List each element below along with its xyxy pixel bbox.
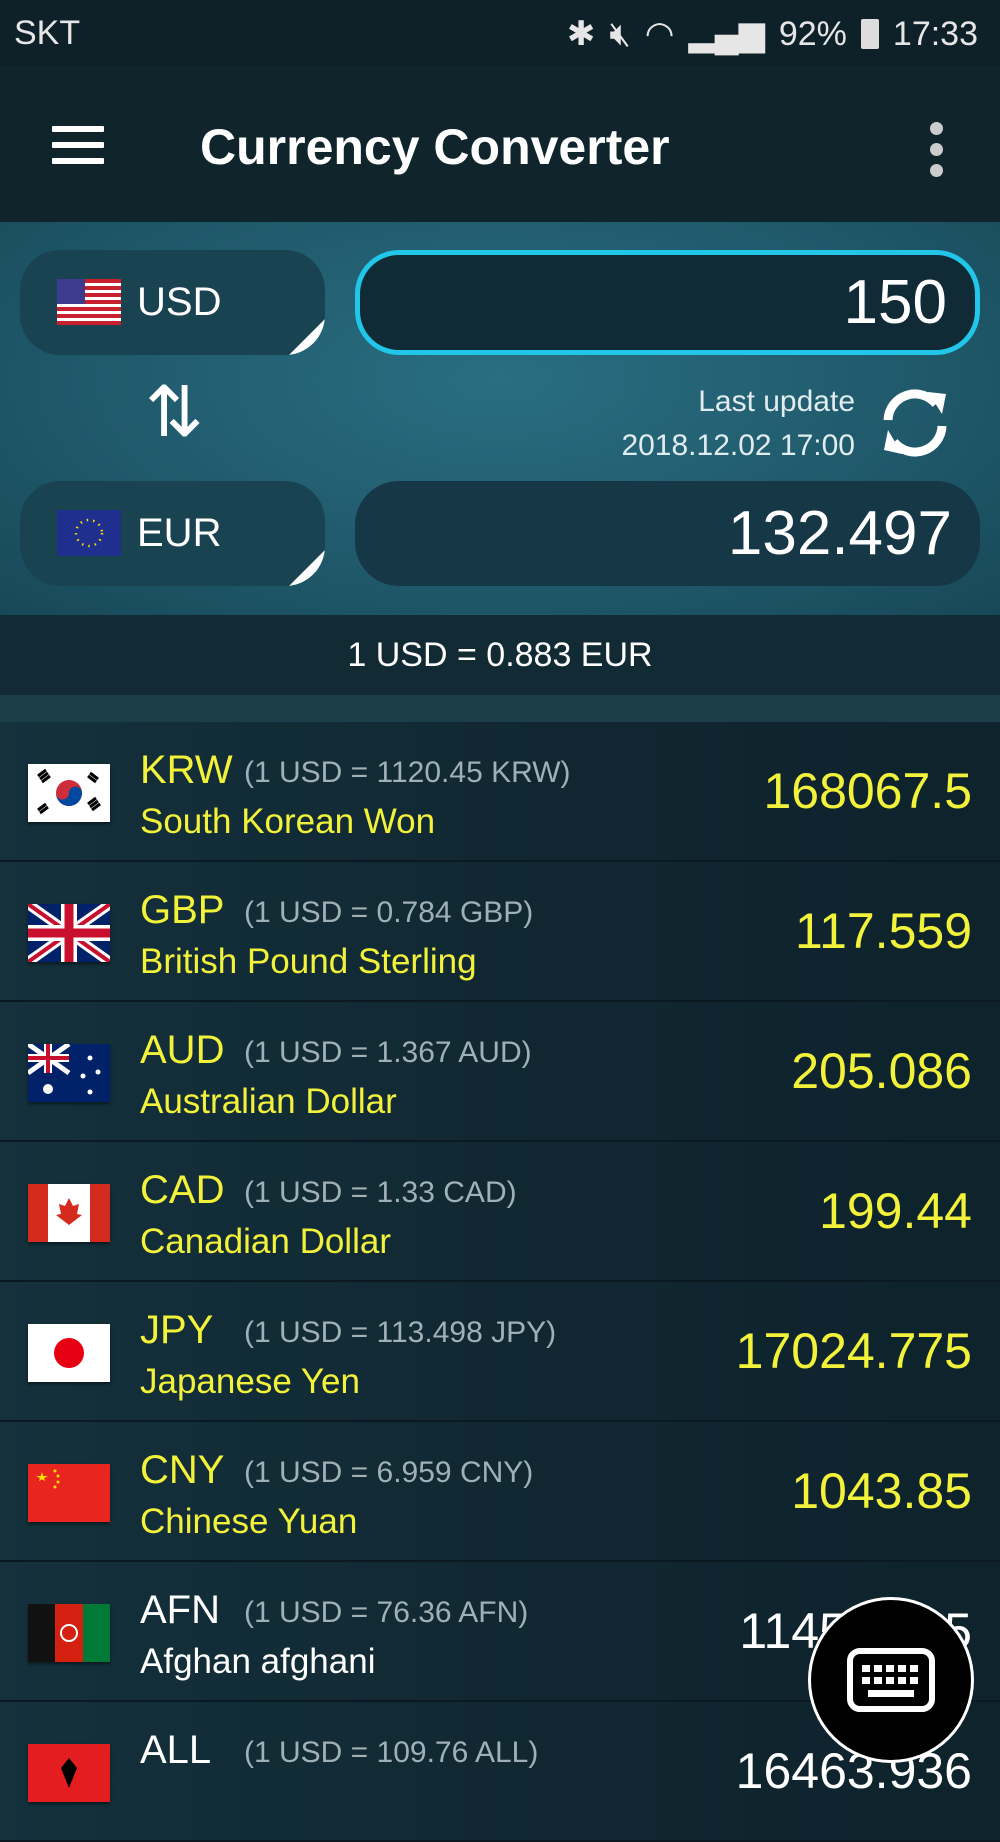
mute-icon: 🔇︎ — [609, 14, 631, 53]
currency-row-aud[interactable]: AUD (1 USD = 1.367 AUD) Australian Dolla… — [0, 1002, 1000, 1142]
eu-flag-icon — [57, 510, 121, 556]
currency-name: South Korean Won — [140, 802, 436, 841]
from-amount-input[interactable]: 150 — [355, 250, 980, 355]
battery-percent: 92% — [778, 14, 847, 53]
refresh-icon[interactable] — [880, 382, 950, 462]
currency-name: British Pound Sterling — [140, 942, 477, 981]
converted-value: 1043.85 — [791, 1463, 972, 1519]
keyboard-icon — [847, 1648, 935, 1712]
currency-rate: (1 USD = 109.76 ALL) — [244, 1736, 539, 1769]
au-flag-icon — [28, 1044, 110, 1102]
currency-rate: (1 USD = 113.498 JPY) — [244, 1316, 557, 1349]
signal-icon: ▂▄▆ — [688, 15, 765, 53]
page-title: Currency Converter — [200, 119, 670, 175]
dropdown-corner-icon — [289, 319, 325, 355]
us-flag-icon — [57, 279, 121, 325]
ca-flag-icon — [28, 1184, 110, 1242]
currency-rate: (1 USD = 1120.45 KRW) — [244, 756, 571, 789]
kr-flag-icon — [28, 764, 110, 822]
bluetooth-icon: ✱ — [566, 15, 596, 53]
to-currency-code: EUR — [137, 511, 222, 555]
currency-rate: (1 USD = 1.367 AUD) — [244, 1036, 532, 1069]
currency-code: JPY — [140, 1308, 214, 1352]
currency-row-cny[interactable]: CNY (1 USD = 6.959 CNY) Chinese Yuan 104… — [0, 1422, 1000, 1562]
more-options-icon[interactable] — [930, 122, 944, 177]
currency-row-cad[interactable]: CAD (1 USD = 1.33 CAD) Canadian Dollar 1… — [0, 1142, 1000, 1282]
swap-icon[interactable]: ⇅ — [145, 373, 204, 451]
to-currency-selector[interactable]: EUR — [20, 481, 325, 586]
currency-name: Japanese Yen — [140, 1362, 360, 1401]
last-update-time: 2018.12.02 17:00 — [621, 429, 855, 462]
converted-value: 168067.5 — [763, 763, 972, 819]
gb-flag-icon — [28, 904, 110, 962]
currency-code: CNY — [140, 1448, 225, 1492]
divider — [0, 695, 1000, 722]
currency-code: ALL — [140, 1728, 212, 1772]
currency-name: Canadian Dollar — [140, 1222, 391, 1261]
currency-rate: (1 USD = 6.959 CNY) — [244, 1456, 534, 1489]
currency-code: AFN — [140, 1588, 220, 1632]
currency-code: CAD — [140, 1168, 225, 1212]
converted-value: 117.559 — [794, 903, 972, 959]
af-flag-icon — [28, 1604, 110, 1662]
battery-icon — [860, 19, 879, 49]
keyboard-button[interactable] — [808, 1597, 974, 1763]
currency-rate: (1 USD = 76.36 AFN) — [244, 1596, 529, 1629]
from-currency-code: USD — [137, 280, 222, 324]
converted-value: 17024.775 — [735, 1323, 972, 1379]
exchange-rate: 1 USD = 0.883 EUR — [0, 615, 1000, 695]
currency-name: Afghan afghani — [140, 1642, 376, 1681]
cn-flag-icon — [28, 1464, 110, 1522]
converter-panel: USD 150 ⇅ Last update 2018.12.02 17:00 E… — [0, 222, 1000, 615]
clock: 17:33 — [892, 14, 978, 53]
to-amount-output[interactable]: 132.497 — [355, 481, 980, 586]
converted-value: 205.086 — [791, 1043, 972, 1099]
currency-name: Chinese Yuan — [140, 1502, 358, 1541]
currency-code: AUD — [140, 1028, 225, 1072]
app-bar: Currency Converter — [0, 66, 1000, 222]
status-bar: SKT ✱ 🔇︎ ◠ ▂▄▆ 92% 17:33 — [0, 0, 1000, 66]
menu-icon[interactable] — [52, 126, 104, 164]
currency-rate: (1 USD = 0.784 GBP) — [244, 896, 534, 929]
currency-name: Australian Dollar — [140, 1082, 397, 1121]
last-update-label: Last update — [698, 385, 855, 418]
currency-code: KRW — [140, 748, 233, 792]
last-update: Last update 2018.12.02 17:00 — [621, 380, 855, 468]
currency-row-krw[interactable]: KRW (1 USD = 1120.45 KRW) South Korean W… — [0, 722, 1000, 862]
dropdown-corner-icon — [289, 550, 325, 586]
al-flag-icon — [28, 1744, 110, 1802]
carrier: SKT — [14, 14, 81, 52]
wifi-icon: ◠ — [644, 15, 675, 53]
currency-row-jpy[interactable]: JPY (1 USD = 113.498 JPY) Japanese Yen 1… — [0, 1282, 1000, 1422]
jp-flag-icon — [28, 1324, 110, 1382]
currency-row-gbp[interactable]: GBP (1 USD = 0.784 GBP) British Pound St… — [0, 862, 1000, 1002]
currency-rate: (1 USD = 1.33 CAD) — [244, 1176, 517, 1209]
from-currency-selector[interactable]: USD — [20, 250, 325, 355]
currency-code: GBP — [140, 888, 225, 932]
converted-value: 199.44 — [819, 1183, 972, 1239]
